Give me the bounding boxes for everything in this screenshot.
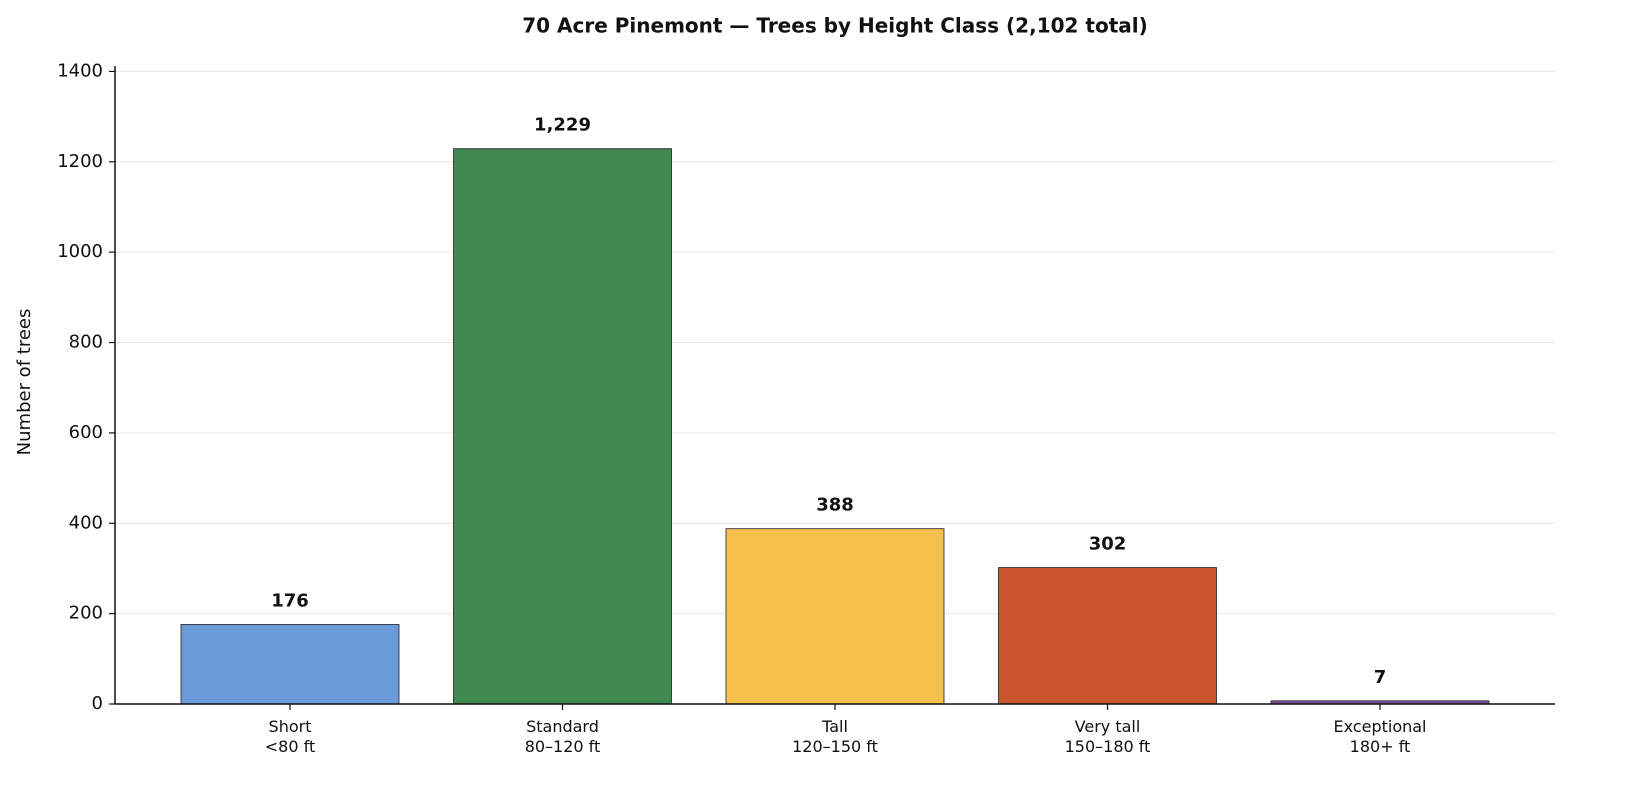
- y-tick-label: 0: [92, 693, 103, 714]
- y-tick-label: 1000: [57, 241, 103, 262]
- x-tick-label-line: <80 ft: [265, 737, 315, 756]
- x-tick-label: Very tall 150–180 ft: [1065, 717, 1151, 756]
- y-tick-label: 200: [69, 603, 103, 624]
- bar: [998, 567, 1217, 705]
- y-tick-label: 1200: [57, 151, 103, 172]
- bar: [180, 624, 400, 705]
- x-tick-label: Standard 80–120 ft: [525, 717, 601, 756]
- x-tick-label-line: 120–150 ft: [792, 737, 878, 756]
- x-tick-label: Tall 120–150 ft: [792, 717, 878, 756]
- value-label: 388: [816, 495, 854, 516]
- y-tick-label: 1400: [57, 60, 103, 81]
- y-tick-label: 600: [69, 422, 103, 443]
- value-label: 302: [1089, 534, 1127, 555]
- x-tick-label: Exceptional 180+ ft: [1334, 717, 1427, 756]
- x-tick-label-line: Tall: [821, 717, 848, 736]
- chart-title: 70 Acre Pinemont — Trees by Height Class…: [522, 14, 1148, 38]
- value-label: 7: [1374, 667, 1387, 688]
- y-tick-label: 400: [69, 512, 103, 533]
- value-label: 176: [271, 590, 309, 611]
- x-tick-label-line: 80–120 ft: [525, 737, 601, 756]
- x-tick-label-line: Exceptional: [1334, 717, 1427, 736]
- x-tick-label-line: Very tall: [1075, 717, 1141, 736]
- x-tick-label-line: Short: [269, 717, 312, 736]
- y-tick-label: 800: [69, 332, 103, 353]
- bar: [453, 148, 672, 705]
- value-label: 1,229: [534, 115, 591, 136]
- x-tick-label-line: Standard: [526, 717, 599, 736]
- x-tick-label-line: 150–180 ft: [1065, 737, 1151, 756]
- y-axis-label: Number of trees: [14, 309, 35, 456]
- bar: [725, 528, 945, 705]
- x-tick-label: Short <80 ft: [265, 717, 315, 756]
- x-tick-label-line: 180+ ft: [1350, 737, 1411, 756]
